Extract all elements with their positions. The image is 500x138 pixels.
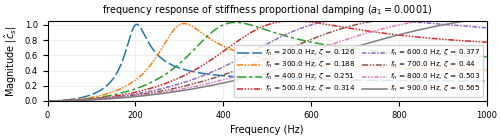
$f_n$ = 200.0 Hz, $\zeta$ = 0.126 [484, 80, 490, 82]
$f_n$ = 200.0 Hz, $\zeta$ = 0.126 [63, 99, 69, 101]
$f_n$ = 300.0 Hz, $\zeta$ = 0.188 [181, 23, 187, 24]
$f_n$ = 300.0 Hz, $\zeta$ = 0.188 [63, 99, 69, 101]
$f_n$ = 800.0 Hz, $\zeta$ = 0.503 [44, 100, 51, 102]
$f_n$ = 800.0 Hz, $\zeta$ = 0.503 [71, 100, 77, 101]
$f_n$ = 800.0 Hz, $\zeta$ = 0.503 [260, 67, 266, 69]
$f_n$ = 500.0 Hz, $\zeta$ = 0.314 [260, 26, 266, 28]
$f_n$ = 200.0 Hz, $\zeta$ = 0.126 [134, 23, 140, 25]
$f_n$ = 500.0 Hz, $\zeta$ = 0.314 [44, 100, 51, 102]
$f_n$ = 700.0 Hz, $\zeta$ = 0.44 [438, 15, 444, 17]
$f_n$ = 400.0 Hz, $\zeta$ = 0.251 [46, 100, 52, 102]
Title: frequency response of stiffness proportional damping ($a_1 = 0.0001$): frequency response of stiffness proporti… [102, 3, 432, 17]
$f_n$ = 300.0 Hz, $\zeta$ = 0.188 [131, 80, 137, 82]
Line: $f_n$ = 200.0 Hz, $\zeta$ = 0.126: $f_n$ = 200.0 Hz, $\zeta$ = 0.126 [48, 24, 486, 101]
$f_n$ = 700.0 Hz, $\zeta$ = 0.44 [131, 95, 137, 96]
$f_n$ = 700.0 Hz, $\zeta$ = 0.44 [63, 100, 69, 102]
$f_n$ = 900.0 Hz, $\zeta$ = 0.565 [460, 20, 466, 22]
$f_n$ = 500.0 Hz, $\zeta$ = 0.314 [71, 99, 77, 101]
$f_n$ = 800.0 Hz, $\zeta$ = 0.503 [63, 100, 69, 102]
$f_n$ = 600.0 Hz, $\zeta$ = 0.377 [63, 100, 69, 101]
$f_n$ = 900.0 Hz, $\zeta$ = 0.565 [260, 73, 266, 75]
$f_n$ = 800.0 Hz, $\zeta$ = 0.503 [131, 95, 137, 97]
Line: $f_n$ = 800.0 Hz, $\zeta$ = 0.503: $f_n$ = 800.0 Hz, $\zeta$ = 0.503 [48, 14, 486, 101]
Y-axis label: Magnitude $|\hat{c}_s|$: Magnitude $|\hat{c}_s|$ [3, 25, 19, 97]
$f_n$ = 500.0 Hz, $\zeta$ = 0.314 [290, 20, 296, 22]
$f_n$ = 300.0 Hz, $\zeta$ = 0.188 [460, 69, 466, 70]
$f_n$ = 600.0 Hz, $\zeta$ = 0.377 [71, 99, 77, 101]
$f_n$ = 700.0 Hz, $\zeta$ = 0.44 [71, 100, 77, 101]
Legend: $f_n$ = 200.0 Hz, $\zeta$ = 0.126, $f_n$ = 300.0 Hz, $\zeta$ = 0.188, $f_n$ = 40: $f_n$ = 200.0 Hz, $\zeta$ = 0.126, $f_n$… [234, 45, 483, 97]
$f_n$ = 300.0 Hz, $\zeta$ = 0.188 [46, 100, 52, 102]
$f_n$ = 900.0 Hz, $\zeta$ = 0.565 [46, 100, 52, 102]
$f_n$ = 400.0 Hz, $\zeta$ = 0.251 [71, 99, 77, 101]
$f_n$ = 200.0 Hz, $\zeta$ = 0.126 [71, 98, 77, 100]
$f_n$ = 700.0 Hz, $\zeta$ = 0.44 [46, 100, 52, 102]
$f_n$ = 400.0 Hz, $\zeta$ = 0.251 [44, 100, 51, 102]
$f_n$ = 500.0 Hz, $\zeta$ = 0.314 [460, 40, 466, 42]
$f_n$ = 600.0 Hz, $\zeta$ = 0.377 [46, 100, 52, 102]
$f_n$ = 600.0 Hz, $\zeta$ = 0.377 [44, 100, 51, 102]
Line: $f_n$ = 600.0 Hz, $\zeta$ = 0.377: $f_n$ = 600.0 Hz, $\zeta$ = 0.377 [48, 19, 486, 101]
$f_n$ = 900.0 Hz, $\zeta$ = 0.565 [484, 17, 490, 19]
$f_n$ = 200.0 Hz, $\zeta$ = 0.126 [46, 100, 52, 102]
Line: $f_n$ = 500.0 Hz, $\zeta$ = 0.314: $f_n$ = 500.0 Hz, $\zeta$ = 0.314 [48, 21, 486, 101]
$f_n$ = 900.0 Hz, $\zeta$ = 0.565 [71, 100, 77, 101]
$f_n$ = 400.0 Hz, $\zeta$ = 0.251 [484, 56, 490, 58]
$f_n$ = 200.0 Hz, $\zeta$ = 0.126 [260, 77, 266, 79]
$f_n$ = 400.0 Hz, $\zeta$ = 0.251 [460, 55, 466, 57]
$f_n$ = 900.0 Hz, $\zeta$ = 0.565 [131, 96, 137, 98]
$f_n$ = 800.0 Hz, $\zeta$ = 0.503 [484, 13, 490, 15]
$f_n$ = 400.0 Hz, $\zeta$ = 0.251 [63, 100, 69, 101]
$f_n$ = 200.0 Hz, $\zeta$ = 0.126 [460, 80, 466, 82]
$f_n$ = 400.0 Hz, $\zeta$ = 0.251 [232, 22, 238, 23]
$f_n$ = 300.0 Hz, $\zeta$ = 0.188 [484, 69, 490, 71]
$f_n$ = 500.0 Hz, $\zeta$ = 0.314 [46, 100, 52, 102]
$f_n$ = 900.0 Hz, $\zeta$ = 0.565 [44, 100, 51, 102]
Line: $f_n$ = 900.0 Hz, $\zeta$ = 0.565: $f_n$ = 900.0 Hz, $\zeta$ = 0.565 [48, 18, 486, 101]
$f_n$ = 800.0 Hz, $\zeta$ = 0.503 [46, 100, 52, 102]
Line: $f_n$ = 400.0 Hz, $\zeta$ = 0.251: $f_n$ = 400.0 Hz, $\zeta$ = 0.251 [48, 22, 486, 101]
$f_n$ = 500.0 Hz, $\zeta$ = 0.314 [131, 92, 137, 93]
$f_n$ = 900.0 Hz, $\zeta$ = 0.565 [63, 100, 69, 102]
$f_n$ = 300.0 Hz, $\zeta$ = 0.188 [260, 57, 266, 59]
$f_n$ = 400.0 Hz, $\zeta$ = 0.251 [260, 28, 266, 29]
$f_n$ = 600.0 Hz, $\zeta$ = 0.377 [460, 25, 466, 27]
$f_n$ = 600.0 Hz, $\zeta$ = 0.377 [131, 93, 137, 95]
$f_n$ = 500.0 Hz, $\zeta$ = 0.314 [484, 41, 490, 43]
$f_n$ = 400.0 Hz, $\zeta$ = 0.251 [131, 89, 137, 90]
$f_n$ = 300.0 Hz, $\zeta$ = 0.188 [44, 100, 51, 102]
$f_n$ = 300.0 Hz, $\zeta$ = 0.188 [71, 99, 77, 101]
$f_n$ = 700.0 Hz, $\zeta$ = 0.44 [260, 59, 266, 61]
$f_n$ = 700.0 Hz, $\zeta$ = 0.44 [44, 100, 51, 102]
$f_n$ = 600.0 Hz, $\zeta$ = 0.377 [260, 46, 266, 47]
$f_n$ = 700.0 Hz, $\zeta$ = 0.44 [460, 16, 466, 17]
Line: $f_n$ = 300.0 Hz, $\zeta$ = 0.188: $f_n$ = 300.0 Hz, $\zeta$ = 0.188 [48, 24, 486, 101]
$f_n$ = 200.0 Hz, $\zeta$ = 0.126 [44, 100, 51, 102]
$f_n$ = 500.0 Hz, $\zeta$ = 0.314 [63, 100, 69, 101]
Line: $f_n$ = 700.0 Hz, $\zeta$ = 0.44: $f_n$ = 700.0 Hz, $\zeta$ = 0.44 [48, 16, 486, 101]
X-axis label: Frequency (Hz): Frequency (Hz) [230, 125, 304, 135]
$f_n$ = 200.0 Hz, $\zeta$ = 0.126 [131, 26, 137, 28]
$f_n$ = 600.0 Hz, $\zeta$ = 0.377 [356, 18, 362, 20]
$f_n$ = 800.0 Hz, $\zeta$ = 0.503 [460, 15, 466, 16]
$f_n$ = 600.0 Hz, $\zeta$ = 0.377 [484, 27, 490, 29]
$f_n$ = 700.0 Hz, $\zeta$ = 0.44 [484, 16, 490, 18]
